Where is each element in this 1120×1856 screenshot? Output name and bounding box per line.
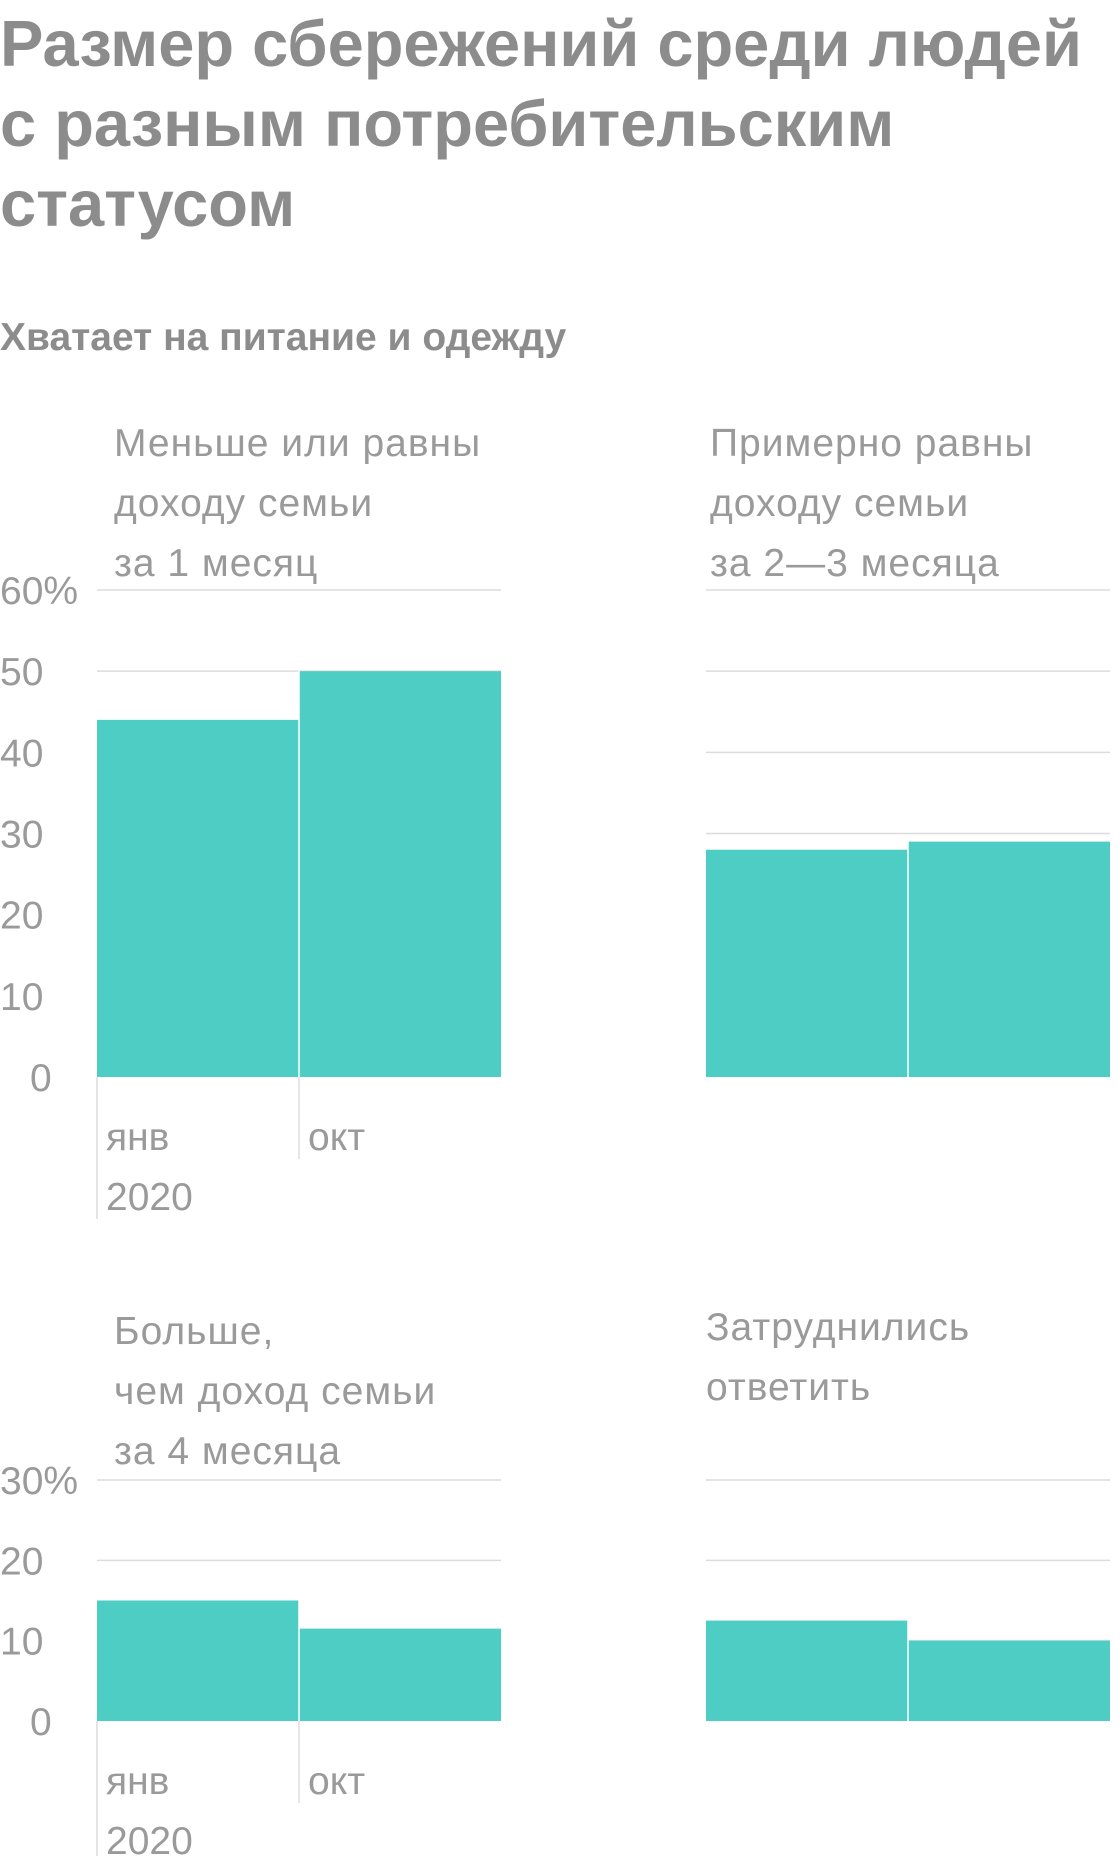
y-tick-label: 0 [30,1701,52,1744]
x-tick-label: окт [308,1760,365,1803]
x-tick-label: янв [106,1760,169,1803]
panel-title-line: за 4 месяца [114,1430,341,1473]
y-tick-label: 30 [0,814,43,857]
panel-title-line: Больше, [114,1310,274,1353]
y-tick-label: 10 [0,976,43,1019]
panel-title-line: ответить [706,1366,871,1409]
y-tick-label: 50 [0,651,43,694]
x-tick-label: 2020 [106,1820,193,1856]
y-tick-label: 40 [0,732,43,775]
bar-2 [299,1628,501,1721]
x-tick-label: янв [106,1116,169,1159]
bar-1 [706,1620,908,1721]
bar-2 [908,841,1110,1077]
panel-title-line: за 2—3 месяца [710,542,1000,585]
page-subtitle: Хватает на питание и одежду [0,316,567,359]
x-tick-label: окт [308,1116,365,1159]
y-tick-label: 10 [0,1621,43,1664]
page-title: Размер сбережений среди людей с разным п… [0,7,1082,240]
panel-title-line: Меньше или равны [114,422,481,465]
chart-panel-3: Больше, чем доход семьи за 4 месяца 30% 20 10… [0,1310,501,1856]
panel-title-line: доходу семьи [114,482,373,525]
chart-panel-4: Затруднились ответить [706,1306,1110,1721]
x-tick-label: 2020 [106,1176,193,1219]
y-tick-label: 20 [0,1540,43,1583]
y-tick-label: 30% [0,1460,78,1503]
panel-title-line: Затруднились [706,1306,970,1349]
y-tick-label: 0 [30,1057,52,1100]
panel-title-line: доходу семьи [710,482,969,525]
bar-1 [706,849,908,1077]
bar-2 [908,1640,1110,1721]
bar-1 [97,719,299,1077]
y-tick-label: 20 [0,895,43,938]
chart-panel-1: Меньше или равны доходу семьи за 1 месяц 60… [0,422,501,1219]
bar-2 [299,671,501,1077]
panel-title-line: чем доход семьи [114,1370,436,1413]
panel-title-line: за 1 месяц [114,542,318,585]
bar-1 [97,1600,299,1721]
y-tick-label: 60% [0,570,78,613]
chart-panel-2: Примерно равны доходу семьи за 2—3 месяца [706,422,1110,1077]
panel-title-line: Примерно равны [710,422,1033,465]
